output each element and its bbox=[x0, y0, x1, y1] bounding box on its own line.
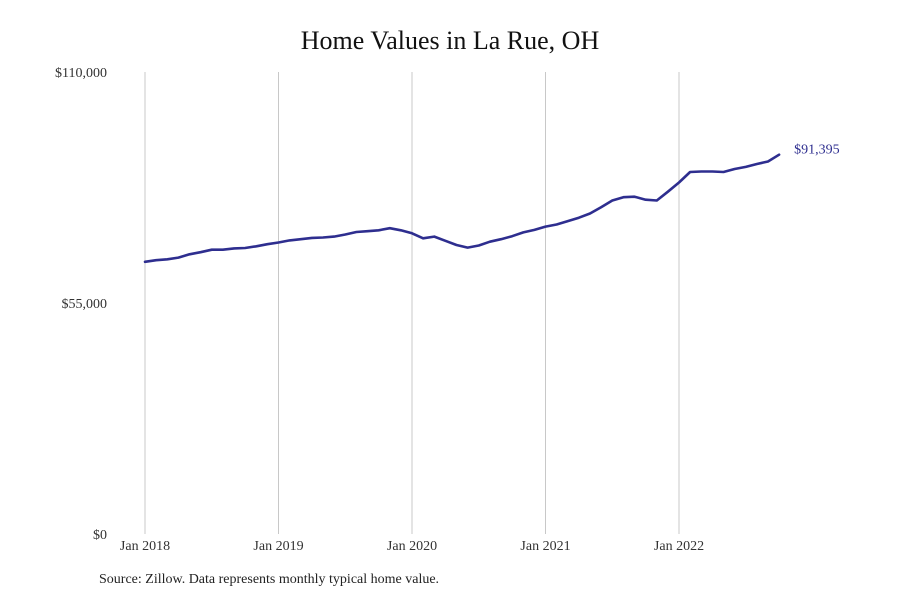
x-axis: Jan 2018 Jan 2019 Jan 2020 Jan 2021 Jan 2022 bbox=[120, 539, 704, 554]
x-tick-label: Jan 2022 bbox=[654, 539, 704, 554]
x-tick-label: Jan 2021 bbox=[520, 539, 570, 554]
x-tick-label: Jan 2020 bbox=[387, 539, 437, 554]
series-line bbox=[143, 153, 781, 264]
chart-title: Home Values in La Rue, OH bbox=[300, 26, 600, 55]
end-value-label: $91,395 bbox=[794, 143, 840, 158]
grid-lines bbox=[144, 72, 680, 534]
y-tick-label: $110,000 bbox=[55, 66, 107, 81]
x-tick-label: Jan 2019 bbox=[253, 539, 303, 554]
source-note: Source: Zillow. Data represents monthly … bbox=[99, 572, 440, 587]
x-tick-label: Jan 2018 bbox=[120, 539, 170, 554]
y-tick-label: $55,000 bbox=[62, 297, 108, 312]
y-axis: $110,000 $55,000 $0 bbox=[55, 66, 107, 543]
y-tick-label: $0 bbox=[93, 528, 107, 543]
series: $91,395 bbox=[143, 143, 840, 264]
